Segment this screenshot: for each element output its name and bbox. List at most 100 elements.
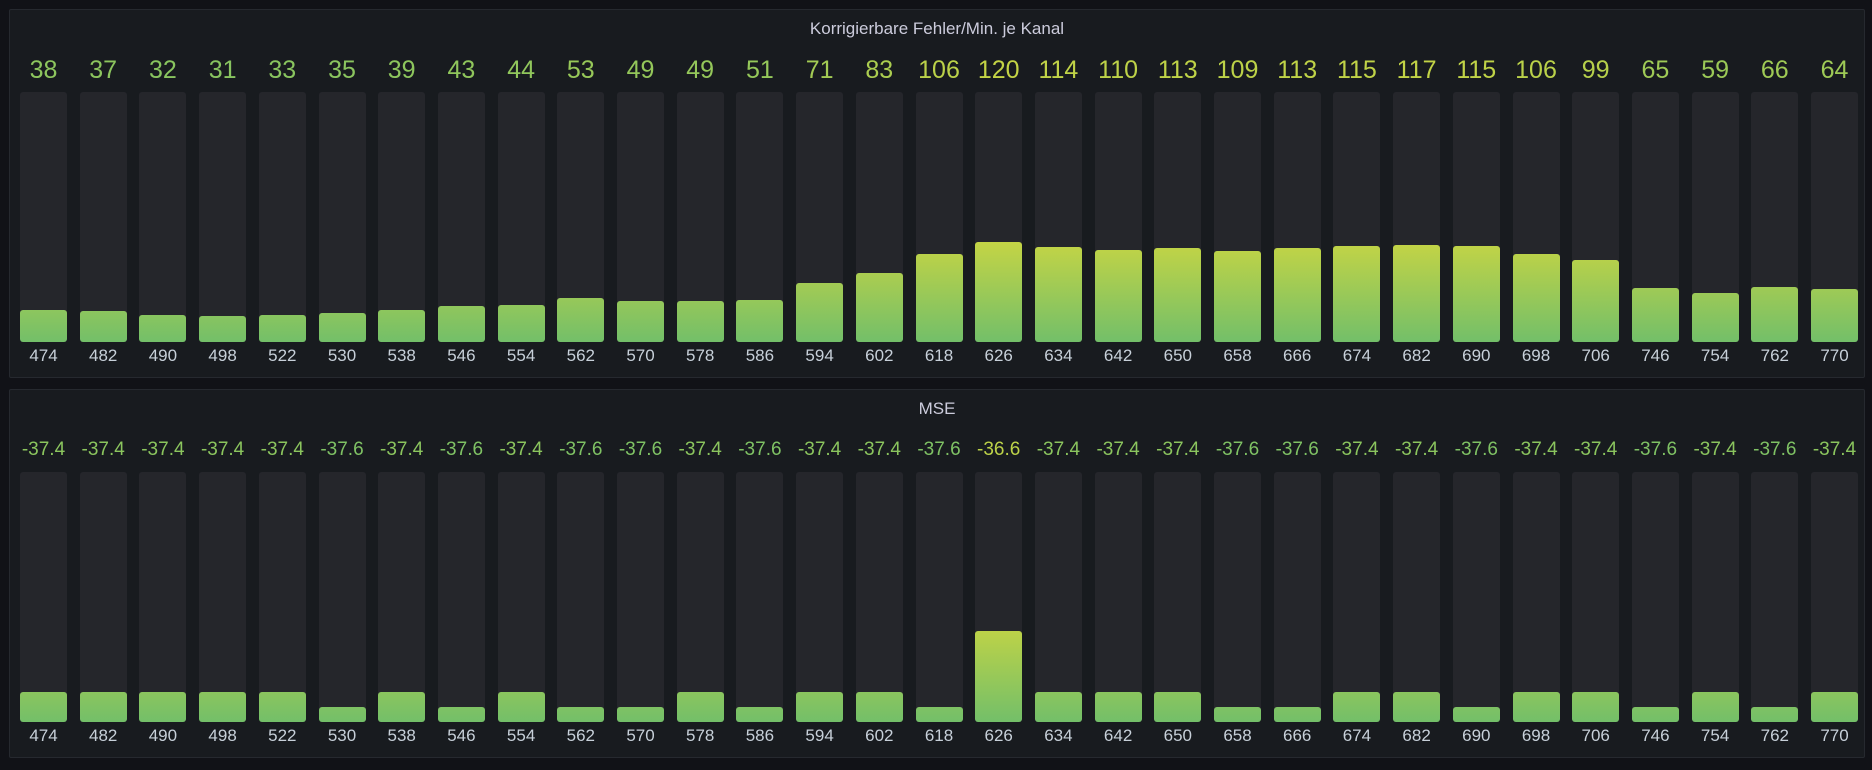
bar <box>497 691 545 722</box>
bar-cell: -37.4 602 <box>855 390 903 750</box>
category-label: 482 <box>89 346 118 365</box>
bar-value-label: 99 <box>1581 56 1610 84</box>
bar-value-label: 106 <box>1515 56 1557 84</box>
category-label: 586 <box>745 726 775 745</box>
category-label: 530 <box>327 346 357 365</box>
category-label: 762 <box>1760 726 1789 745</box>
category-label: 698 <box>1521 726 1551 745</box>
bar-track <box>855 472 903 722</box>
bar-cell: 113 650 <box>1154 10 1202 370</box>
bar-cell: 115 674 <box>1333 10 1381 370</box>
bar-value-label: 109 <box>1216 56 1259 84</box>
bar <box>20 310 67 342</box>
bar <box>1214 251 1261 342</box>
bar-track <box>1572 92 1620 342</box>
bar-cell: -37.6 586 <box>736 390 784 750</box>
bar-cell: -37.4 642 <box>1094 390 1142 750</box>
category-label: 546 <box>447 346 476 365</box>
bar-track <box>1034 92 1082 342</box>
bar <box>796 691 844 722</box>
bar-track <box>1333 472 1381 722</box>
bar-cell: 37 482 <box>79 10 127 370</box>
bar-value-label: -37.4 <box>1394 439 1439 460</box>
bar-cell: 53 562 <box>557 10 605 370</box>
bar-track <box>975 472 1023 722</box>
bar-cell: -37.4 754 <box>1691 390 1739 750</box>
bar <box>1691 292 1739 342</box>
bar-value-label: 31 <box>208 56 237 84</box>
bar <box>318 706 366 722</box>
category-label: 658 <box>1223 346 1252 365</box>
bar-cell: -37.4 538 <box>378 390 426 750</box>
category-label: 650 <box>1163 346 1192 365</box>
bar-value-label: -37.4 <box>1693 439 1737 460</box>
bar-value-label: -37.4 <box>260 439 304 460</box>
bar-cell: 120 626 <box>975 10 1023 370</box>
bar-track <box>378 92 426 342</box>
bar-value-label: -36.6 <box>977 439 1021 460</box>
bar-cell: -37.6 746 <box>1631 390 1679 750</box>
bar-cell: -37.6 562 <box>557 390 605 750</box>
bar <box>1512 253 1560 342</box>
bar-value-label: 64 <box>1820 56 1849 84</box>
bar-track <box>1214 472 1261 722</box>
bar-cell: 83 602 <box>855 10 903 370</box>
bar-track <box>915 92 963 342</box>
category-label: 474 <box>29 346 58 365</box>
panel-title: Korrigierbare Fehler/Min. je Kanal <box>809 19 1065 38</box>
bar-track <box>1691 472 1739 722</box>
bar-cell: 71 594 <box>796 10 844 370</box>
category-label: 666 <box>1283 346 1312 365</box>
bar <box>79 691 127 722</box>
bar-cell: -37.4 650 <box>1154 390 1202 750</box>
bar-cell: -37.4 594 <box>796 390 844 750</box>
bar <box>1452 246 1500 342</box>
bar-cell: 31 498 <box>199 10 247 370</box>
category-label: 522 <box>268 726 297 745</box>
bar <box>1751 706 1799 722</box>
bar-value-label: -37.4 <box>499 439 543 460</box>
bar <box>1811 691 1858 722</box>
bar-cell: 65 746 <box>1631 10 1679 370</box>
category-label: 666 <box>1283 726 1312 745</box>
bar-cell: 38 474 <box>20 10 67 370</box>
bar-cell: -37.4 498 <box>199 390 247 750</box>
category-label: 522 <box>268 346 297 365</box>
bar <box>1572 259 1620 342</box>
errors-panel: Korrigierbare Fehler/Min. je Kanal 38 474… <box>9 9 1865 378</box>
bar-cell: -37.6 666 <box>1273 390 1321 750</box>
bar-value-label: -37.4 <box>200 439 245 460</box>
bar-track <box>1631 472 1679 722</box>
bar <box>736 706 784 722</box>
bar-value-label: 33 <box>268 56 297 84</box>
bar-track <box>796 472 844 722</box>
bar <box>975 242 1023 342</box>
category-label: 538 <box>387 346 416 365</box>
bar-cell: -37.4 490 <box>139 390 187 750</box>
bar-value-label: 71 <box>805 56 834 84</box>
bar <box>258 691 306 722</box>
bar-value-label: -37.6 <box>439 439 484 460</box>
bar <box>1154 691 1202 722</box>
bar-cell: 32 490 <box>139 10 187 370</box>
category-label: 498 <box>208 726 237 745</box>
bar-value-label: 65 <box>1641 56 1670 84</box>
bar <box>1393 244 1441 342</box>
bar-value-label: -37.6 <box>917 439 961 460</box>
category-label: 578 <box>686 346 715 365</box>
bar-value-label: 120 <box>977 56 1020 84</box>
category-label: 594 <box>805 726 834 745</box>
category-label: 498 <box>208 346 237 365</box>
bar-track <box>676 472 724 722</box>
bar-cell: 106 698 <box>1512 10 1560 370</box>
bar-cell: -37.4 522 <box>258 390 306 750</box>
bar-track <box>378 472 426 722</box>
bar <box>915 253 963 342</box>
bar-cell: -37.4 634 <box>1034 390 1082 750</box>
bar-track <box>497 472 545 722</box>
bar-cell: 113 666 <box>1273 10 1321 370</box>
bar-cell: -37.6 530 <box>318 390 366 750</box>
panel-title: MSE <box>918 399 956 418</box>
bar-cell: 115 690 <box>1452 10 1500 370</box>
category-label: 602 <box>865 726 894 745</box>
